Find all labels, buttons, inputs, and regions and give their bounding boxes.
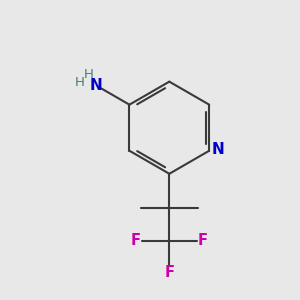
Text: H: H xyxy=(75,76,85,89)
Text: F: F xyxy=(198,233,208,248)
Text: N: N xyxy=(212,142,224,157)
Text: H: H xyxy=(84,68,94,81)
Text: F: F xyxy=(164,265,174,280)
Text: F: F xyxy=(130,233,141,248)
Text: N: N xyxy=(90,78,103,93)
